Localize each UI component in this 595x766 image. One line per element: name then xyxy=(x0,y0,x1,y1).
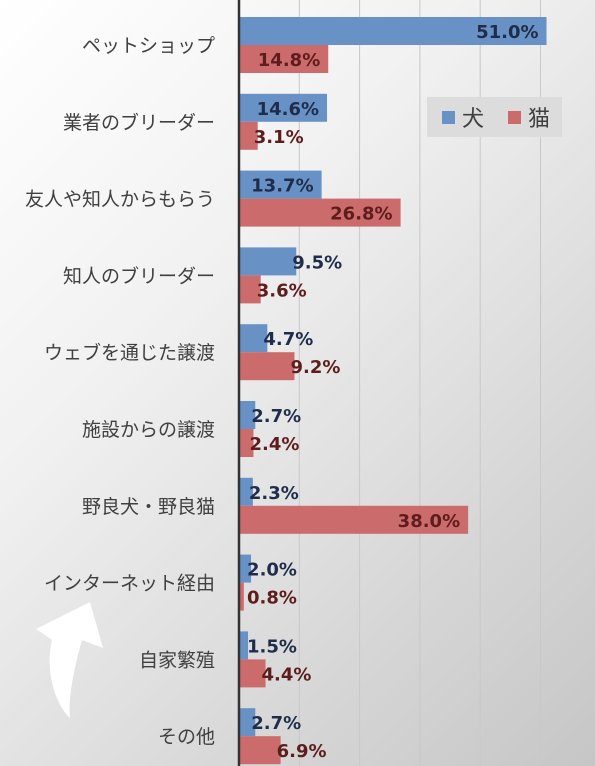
data-label-cat: 3.1% xyxy=(254,127,304,148)
bars xyxy=(239,17,547,765)
category-label: インターネット経由 xyxy=(44,573,215,595)
data-label-dog: 2.3% xyxy=(249,483,299,504)
bar-dog xyxy=(239,93,328,122)
category-label: 知人のブリーダー xyxy=(63,264,215,287)
data-label-cat: 38.0% xyxy=(398,511,460,532)
data-label-dog: 4.7% xyxy=(263,329,313,350)
bar-dog xyxy=(239,324,268,353)
data-label-dog: 14.6% xyxy=(257,99,319,120)
bar-cat xyxy=(239,659,266,688)
category-label: ペットショップ xyxy=(82,35,215,57)
data-label-dog: 2.0% xyxy=(247,560,297,581)
bar-cat xyxy=(239,45,329,73)
bar-cat xyxy=(239,736,281,765)
data-label-dog: 1.5% xyxy=(247,636,297,657)
bar-cat xyxy=(239,582,244,611)
data-label-cat: 14.8% xyxy=(258,50,320,71)
bar-cat xyxy=(239,198,401,227)
data-label-cat: 6.9% xyxy=(277,741,327,762)
bar-dog xyxy=(239,247,297,276)
data-label-cat: 26.8% xyxy=(330,204,392,225)
category-label: 業者のブリーダー xyxy=(63,111,215,134)
category-label: ウェブを通じた譲渡 xyxy=(44,341,215,364)
data-label-cat: 9.2% xyxy=(290,357,340,378)
data-label-dog: 51.0% xyxy=(476,22,538,43)
data-label-dog: 9.5% xyxy=(292,252,342,273)
category-labels: ペットショップ業者のブリーダー友人や知人からもらう知人のブリーダーウェブを通じた… xyxy=(25,35,215,748)
data-label-dog: 2.7% xyxy=(251,713,301,734)
legend-label-cat: 猫 xyxy=(528,107,550,132)
bar-dog xyxy=(239,631,249,660)
data-label-cat: 3.6% xyxy=(257,280,307,301)
bar-cat xyxy=(239,505,469,534)
legend-swatch-cat xyxy=(508,111,521,124)
bar-cat xyxy=(239,121,258,150)
data-label-dog: 13.7% xyxy=(251,176,313,197)
legend-swatch-dog xyxy=(442,111,455,124)
bar-dog xyxy=(239,554,252,583)
bar-dog xyxy=(239,708,256,737)
bar-dog xyxy=(239,401,256,429)
legend-label-dog: 犬 xyxy=(462,107,484,132)
bar-cat xyxy=(239,275,261,304)
legend: 犬 猫 xyxy=(427,97,562,137)
bar-dog xyxy=(239,17,547,45)
category-label: 野良犬・野良猫 xyxy=(82,496,215,518)
curved-arrow-up-icon xyxy=(36,602,103,718)
category-label: 友人や知人からもらう xyxy=(25,189,215,211)
bar-dog xyxy=(239,170,322,199)
data-label-cat: 4.4% xyxy=(262,664,312,685)
bar-dog xyxy=(239,477,253,506)
bar-cat xyxy=(239,429,254,457)
data-label-dog: 2.7% xyxy=(251,406,301,427)
data-label-cat: 2.4% xyxy=(249,434,299,455)
category-label: 自家繁殖 xyxy=(139,649,215,671)
data-label-cat: 0.8% xyxy=(247,588,297,609)
value-labels: 51.0% 14.8% 14.6% 3.1% 13.7% 26.8% 9.5% 3.6% 4.7… xyxy=(247,22,539,762)
category-label: 施設からの譲渡 xyxy=(82,419,215,441)
category-label: その他 xyxy=(158,726,215,748)
bar-cat xyxy=(239,352,295,381)
